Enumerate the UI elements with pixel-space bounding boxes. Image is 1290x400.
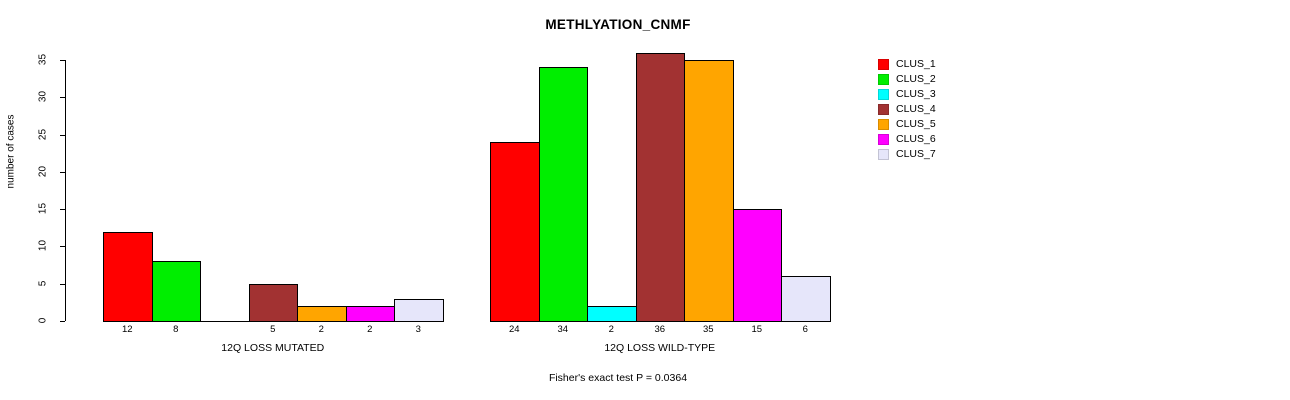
y-tick-mark [60, 60, 65, 61]
bar-value-label: 12 [121, 324, 133, 335]
legend-item: CLUS_1 [878, 57, 936, 72]
bar-value-label: 3 [415, 324, 421, 335]
bar [635, 52, 685, 322]
legend-color-swatch [878, 104, 889, 115]
bar-value-label: 35 [702, 324, 714, 335]
legend-color-swatch [878, 89, 889, 100]
y-tick-label: 10 [37, 240, 49, 252]
bar-value-label: 5 [270, 324, 276, 335]
legend-color-swatch [878, 134, 889, 145]
y-axis-label: number of cases [5, 114, 17, 189]
legend-color-swatch [878, 149, 889, 160]
y-tick-label: 25 [37, 128, 49, 140]
bar [587, 306, 637, 322]
y-tick-mark [60, 283, 65, 285]
bar [345, 306, 395, 322]
y-tick-mark [60, 321, 65, 322]
chart-title: METHLYATION_CNMF [545, 17, 691, 32]
legend-item: CLUS_4 [878, 102, 936, 117]
legend-item: CLUS_5 [878, 117, 936, 132]
y-tick-label: 35 [37, 53, 49, 66]
legend-label: CLUS_7 [896, 148, 936, 161]
statistical-annotation: Fisher's exact test P = 0.0364 [548, 372, 688, 384]
legend-item: CLUS_7 [878, 147, 936, 162]
legend-label: CLUS_1 [896, 58, 936, 71]
bar-value-label: 24 [508, 324, 520, 335]
legend-label: CLUS_3 [896, 88, 936, 101]
legend-color-swatch [878, 74, 889, 85]
y-axis-spine [65, 60, 66, 321]
y-tick-mark [60, 97, 65, 99]
bar [394, 298, 444, 322]
legend-label: CLUS_5 [896, 118, 936, 131]
bar [781, 276, 831, 322]
bar-value-label: 8 [173, 324, 179, 335]
y-tick-label: 20 [37, 165, 49, 177]
bar-value-label: 34 [557, 324, 569, 335]
legend-item: CLUS_6 [878, 132, 936, 147]
bar-value-label: 36 [654, 324, 666, 335]
y-tick-label: 15 [37, 203, 49, 215]
bar [490, 142, 540, 322]
legend-color-swatch [878, 59, 889, 70]
legend-label: CLUS_2 [896, 73, 936, 86]
legend-item: CLUS_2 [878, 72, 936, 87]
bar-value-label: 2 [318, 324, 324, 335]
bar [151, 261, 201, 322]
bar [297, 306, 347, 322]
y-tick-label: 5 [37, 280, 49, 286]
y-tick-mark [60, 171, 65, 173]
y-tick-label: 30 [37, 91, 49, 103]
bar-value-label: 2 [608, 324, 614, 335]
bar [732, 209, 782, 322]
legend-item: CLUS_3 [878, 87, 936, 102]
legend-color-swatch [878, 119, 889, 130]
bar [684, 60, 734, 322]
y-tick-mark [60, 246, 65, 248]
legend-label: CLUS_6 [896, 133, 936, 146]
bar [103, 231, 153, 322]
bar-value-label: 15 [751, 324, 763, 335]
bar-value-label: 2 [367, 324, 373, 335]
y-tick-mark [60, 134, 65, 136]
y-tick-mark [60, 209, 65, 211]
panel-caption: 12Q LOSS WILD-TYPE [604, 342, 716, 354]
bar [538, 67, 588, 322]
legend-label: CLUS_4 [896, 103, 936, 116]
y-tick-label: 0 [37, 317, 49, 324]
panel-caption: 12Q LOSS MUTATED [221, 342, 325, 354]
bar-value-label: 6 [802, 324, 808, 335]
legend: CLUS_1 CLUS_2 CLUS_3 CLUS_4 CLUS_5 CLUS_6 CLUS… [878, 57, 936, 162]
bar [248, 283, 298, 322]
